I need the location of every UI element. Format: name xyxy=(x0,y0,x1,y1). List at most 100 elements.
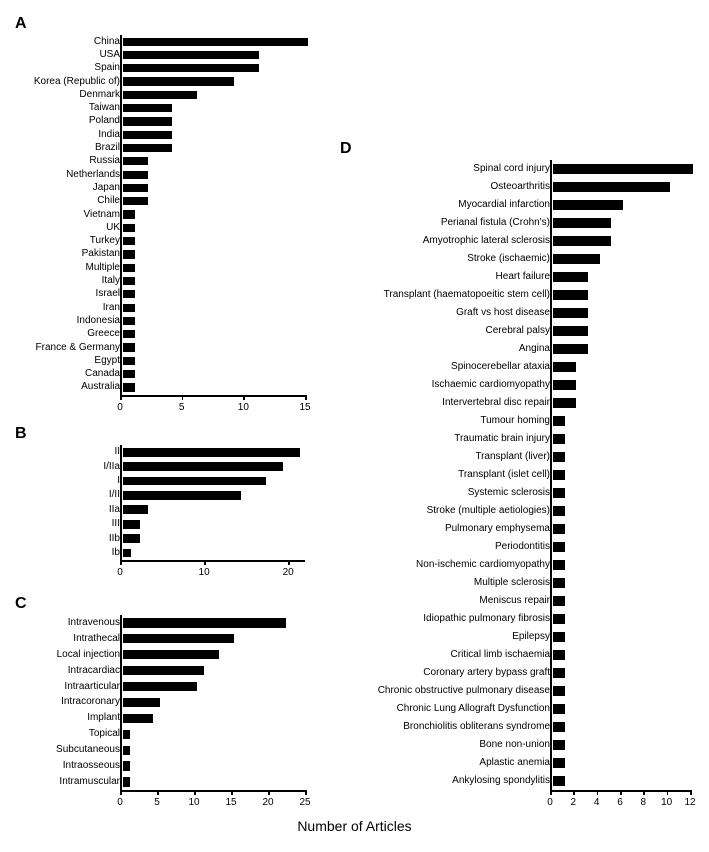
bar-category-label: Taiwan xyxy=(20,103,123,113)
bar-row: Osteoarthritis xyxy=(350,178,690,196)
bar-category-label: Amyotrophic lateral sclerosis xyxy=(350,236,553,246)
figure-root: AChinaUSASpainKorea (Republic of)Denmark… xyxy=(10,10,699,842)
bar-row: Perianal fistula (Crohn's) xyxy=(350,214,690,232)
bar-row: Intramuscular xyxy=(20,774,305,790)
bar xyxy=(123,682,197,691)
bar-category-label: Netherlands xyxy=(20,170,123,180)
bar-row: Transplant (islet cell) xyxy=(350,466,690,484)
x-tick xyxy=(243,395,245,400)
bar-category-label: Aplastic anemia xyxy=(350,758,553,768)
bar-track xyxy=(553,592,690,610)
bar-row: Ib xyxy=(20,546,305,560)
bar-category-label: Spinal cord injury xyxy=(350,164,553,174)
bar-row: Canada xyxy=(20,368,305,381)
bar xyxy=(123,77,234,85)
bar-track xyxy=(123,221,305,234)
bar-track xyxy=(553,214,690,232)
bar xyxy=(553,344,588,354)
bar xyxy=(123,144,172,152)
bar-row: I/IIa xyxy=(20,459,305,473)
bar-row: Cerebral palsy xyxy=(350,322,690,340)
x-tick-label: 10 xyxy=(188,797,199,808)
bar xyxy=(553,596,565,606)
bar-track xyxy=(553,376,690,394)
bar xyxy=(123,777,130,786)
bar-row: Intervertebral disc repair xyxy=(350,394,690,412)
bar xyxy=(553,362,576,372)
bar-track xyxy=(553,772,690,790)
bar-category-label: Italy xyxy=(20,276,123,286)
bar-row: Japan xyxy=(20,181,305,194)
bar xyxy=(553,452,565,462)
bar xyxy=(553,524,565,534)
x-tick-label: 25 xyxy=(299,797,310,808)
bar-category-label: Non-ischemic cardiomyopathy xyxy=(350,560,553,570)
bar-category-label: I/IIa xyxy=(20,462,123,472)
bar-track xyxy=(123,726,305,742)
bar-track xyxy=(123,288,305,301)
bar-row: India xyxy=(20,128,305,141)
bar-category-label: I xyxy=(20,476,123,486)
y-axis xyxy=(120,35,122,395)
bar xyxy=(123,38,308,46)
bar-category-label: Intraarticular xyxy=(20,682,123,692)
bar xyxy=(123,91,197,99)
x-tick-label: 15 xyxy=(299,402,310,413)
bar xyxy=(123,477,266,486)
bar xyxy=(123,666,204,675)
bar-category-label: Epilepsy xyxy=(350,632,553,642)
bar-category-label: UK xyxy=(20,223,123,233)
bar-track xyxy=(553,394,690,412)
bar xyxy=(123,171,148,179)
bar-track xyxy=(553,628,690,646)
bar-row: Vietnam xyxy=(20,208,305,221)
x-tick xyxy=(305,790,307,795)
bar-track xyxy=(553,484,690,502)
bar-track xyxy=(553,664,690,682)
bar-category-label: IIb xyxy=(20,534,123,544)
x-tick-label: 6 xyxy=(617,797,623,808)
bar-track xyxy=(123,354,305,367)
chart-D: Spinal cord injuryOsteoarthritisMyocardi… xyxy=(350,160,690,815)
bar-category-label: Meniscus repair xyxy=(350,596,553,606)
bar-category-label: Traumatic brain injury xyxy=(350,434,553,444)
bar-category-label: Implant xyxy=(20,713,123,723)
bar xyxy=(123,224,135,232)
bar-track xyxy=(553,286,690,304)
x-tick-label: 8 xyxy=(641,797,647,808)
bar-row: Intraarticular xyxy=(20,679,305,695)
panel-label-A: A xyxy=(15,15,27,33)
bar-track xyxy=(123,710,305,726)
bar-row: Spinocerebellar ataxia xyxy=(350,358,690,376)
bar-category-label: Intravenous xyxy=(20,618,123,628)
bar-category-label: Transplant (haematopoeitic stem cell) xyxy=(350,290,553,300)
panel-label-B: B xyxy=(15,425,27,443)
bar xyxy=(123,448,300,457)
bar-category-label: Intramuscular xyxy=(20,777,123,787)
bar xyxy=(123,462,283,471)
bar xyxy=(123,357,135,365)
bar-row: Transplant (haematopoeitic stem cell) xyxy=(350,286,690,304)
chart-C: Intravenous Intrathecal Local injection Int… xyxy=(20,615,305,815)
bar-row: Local injection xyxy=(20,647,305,663)
bar xyxy=(123,650,219,659)
bar-track xyxy=(553,646,690,664)
bar-category-label: Israel xyxy=(20,289,123,299)
bar-row: Transplant (liver) xyxy=(350,448,690,466)
bar-track xyxy=(123,181,305,194)
bar-category-label: Japan xyxy=(20,183,123,193)
bar xyxy=(123,534,140,543)
bar-category-label: Systemic sclerosis xyxy=(350,488,553,498)
bar-track xyxy=(553,178,690,196)
x-tick-label: 5 xyxy=(179,402,185,413)
y-axis xyxy=(550,160,552,790)
bar-category-label: Turkey xyxy=(20,236,123,246)
x-tick xyxy=(194,790,196,795)
bar xyxy=(123,383,135,391)
bar-row: Intravenous xyxy=(20,615,305,631)
bar xyxy=(553,380,576,390)
bar xyxy=(123,520,140,529)
bar-row: II xyxy=(20,445,305,459)
bar-category-label: Intrathecal xyxy=(20,634,123,644)
bar xyxy=(123,304,135,312)
